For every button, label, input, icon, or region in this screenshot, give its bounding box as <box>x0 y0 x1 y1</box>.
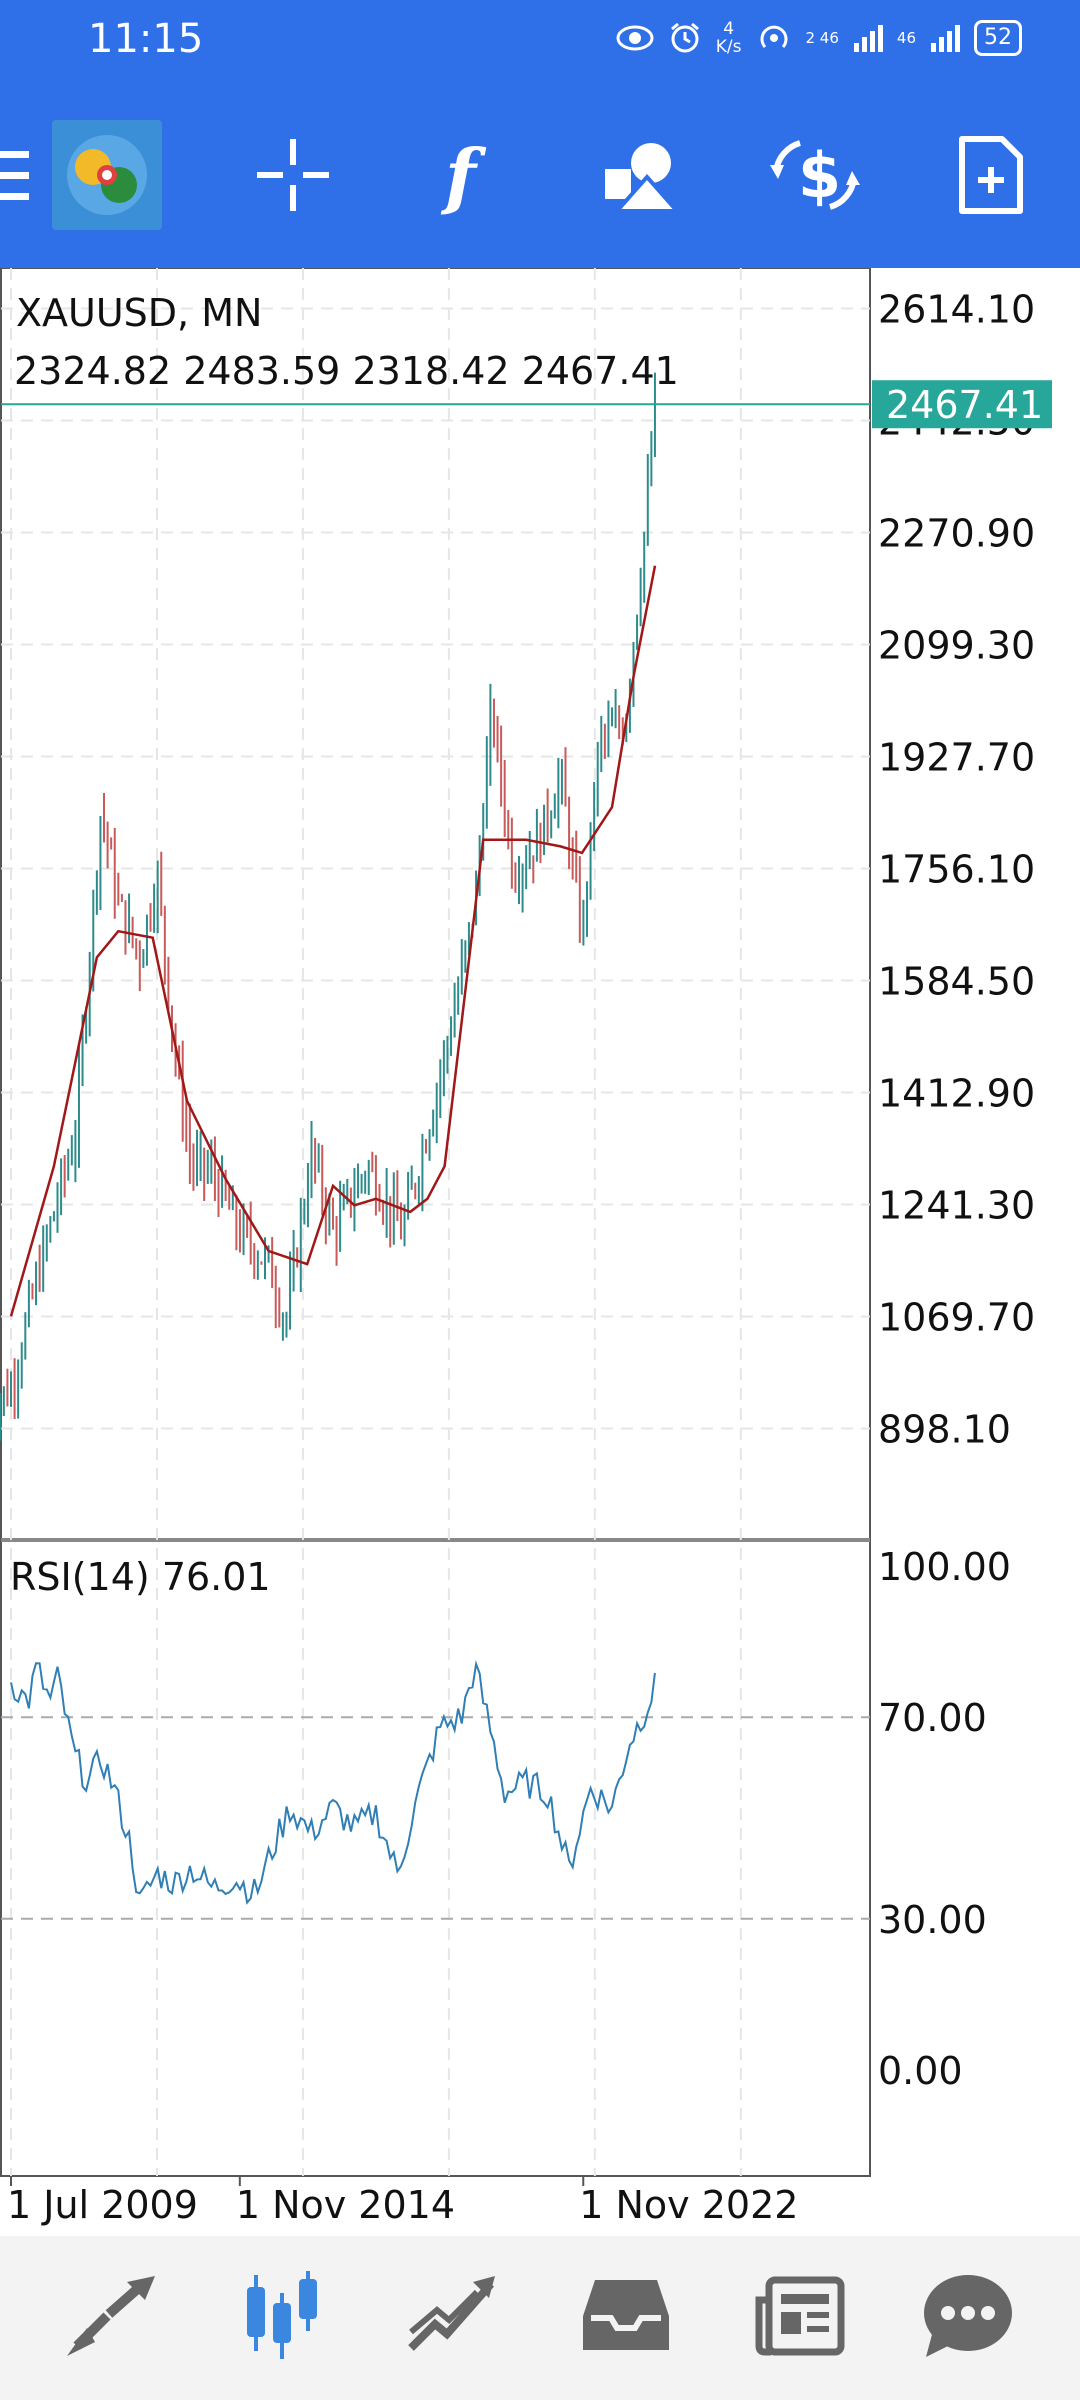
time-axis-label: 1 Jul 2009 <box>7 2183 198 2227</box>
nav-chart[interactable] <box>222 2266 342 2366</box>
chart-area[interactable]: XAUUSD, MN 2324.82 2483.59 2318.42 2467.4… <box>0 268 1080 2236</box>
trend-lines-icon <box>408 2276 495 2351</box>
add-document-icon <box>959 136 1023 214</box>
moving-average-line <box>9 565 657 1317</box>
rsi-axis-label: 70.00 <box>878 1696 987 1740</box>
dollar-exchange-icon: $ <box>770 139 860 212</box>
price-axis-label: 1412.90 <box>878 1072 1035 1116</box>
signal-label-1: 2 46 <box>805 29 839 47</box>
app-logo[interactable] <box>52 120 162 230</box>
net-speed-value: 4 <box>723 19 735 39</box>
svg-text:f: f <box>440 135 487 215</box>
newspaper-icon <box>755 2276 845 2356</box>
eye-icon <box>616 25 654 51</box>
rsi-axis-label: 30.00 <box>878 1898 987 1942</box>
price-panel-border <box>0 268 871 1541</box>
axis-layer: XAUUSD, MN 2324.82 2483.59 2318.42 2467.4… <box>7 288 1052 2227</box>
signal-icon <box>853 25 883 52</box>
rsi-line <box>10 1660 656 1905</box>
price-axis-label: 2614.10 <box>878 288 1035 332</box>
price-axis-label: 1927.70 <box>878 736 1035 780</box>
chat-bubble-icon <box>924 2275 1012 2357</box>
svg-text:$: $ <box>798 139 841 212</box>
price-axis-label: 2270.90 <box>878 512 1035 556</box>
ohlc-label: 2324.82 2483.59 2318.42 2467.41 <box>14 349 679 393</box>
crosshair-icon <box>257 139 329 211</box>
function-icon: f <box>440 135 487 215</box>
nav-messages[interactable] <box>906 2266 1026 2366</box>
inbox-tray-icon <box>583 2280 669 2350</box>
price-axis-label: 1584.50 <box>878 960 1035 1004</box>
new-order-button[interactable] <box>936 120 1046 230</box>
net-speed-unit: K/s <box>715 37 742 57</box>
current-price-value: 2467.41 <box>886 383 1043 427</box>
quotes-arrows-icon <box>67 2276 155 2356</box>
signal-label-2: 46 <box>896 29 916 47</box>
alarm-icon <box>670 22 699 53</box>
signal-icon-2 <box>931 25 960 52</box>
nav-trade[interactable] <box>392 2266 512 2366</box>
nav-history[interactable] <box>566 2266 686 2366</box>
current-price-tag <box>872 380 1052 429</box>
status-icons: 4 K/s 2 46 46 52 <box>616 16 1022 60</box>
candlestick-chart-icon <box>247 2271 317 2359</box>
symbol-label: XAUUSD, MN <box>16 291 262 335</box>
rsi-label: RSI(14) 76.01 <box>10 1555 271 1599</box>
status-time: 11:15 <box>88 16 204 62</box>
hotspot-icon <box>760 25 787 48</box>
rsi-axis-label: 100.00 <box>878 1545 1011 1589</box>
battery-indicator: 52 <box>974 20 1022 56</box>
nav-news[interactable] <box>740 2266 860 2366</box>
rsi-layer <box>10 1660 656 1905</box>
menu-button[interactable] <box>0 120 80 230</box>
time-axis-label: 1 Nov 2022 <box>579 2183 798 2227</box>
time-axis-label: 1 Nov 2014 <box>236 2183 455 2227</box>
bottom-navigation <box>0 2236 1080 2400</box>
rsi-axis-label: 0.00 <box>878 2049 963 2093</box>
shapes-icon <box>605 143 681 213</box>
objects-button[interactable] <box>586 120 696 230</box>
net-speed: 4 K/s <box>716 20 742 56</box>
price-axis-label: 2099.30 <box>878 624 1035 668</box>
metatrader-logo <box>67 135 147 215</box>
price-axis-label: 1241.30 <box>878 1184 1035 1228</box>
moving-average-layer <box>9 565 657 1317</box>
price-axis-label: 898.10 <box>878 1408 1011 1452</box>
status-bar: 11:15 4 K/s 2 46 46 52 <box>0 0 1080 80</box>
trade-button[interactable]: $ <box>760 120 870 230</box>
top-toolbar: f $ <box>0 80 1080 268</box>
nav-quotes[interactable] <box>52 2266 172 2366</box>
chart-svg[interactable]: XAUUSD, MN 2324.82 2483.59 2318.42 2467.4… <box>0 268 1080 2236</box>
price-axis-label: 1756.10 <box>878 848 1035 892</box>
price-axis-label: 1069.70 <box>878 1296 1035 1340</box>
crosshair-button[interactable] <box>238 120 348 230</box>
grid-layer <box>0 268 871 2177</box>
hamburger-icon <box>0 151 29 200</box>
indicators-button[interactable]: f <box>412 120 522 230</box>
